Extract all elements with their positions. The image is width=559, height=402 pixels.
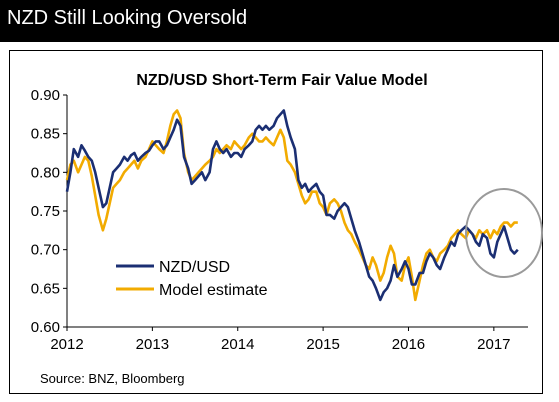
series-model-estimate-line: [65, 109, 518, 302]
legend-label: Model estimate: [159, 282, 268, 299]
x-tick-label: 2016: [392, 336, 425, 353]
series-nzd-usd-line: [65, 109, 519, 302]
y-tick-label: 0.80: [31, 164, 60, 181]
y-tick-label: 0.85: [31, 126, 60, 143]
x-tick-label: 2017: [477, 336, 510, 353]
source-note: Source: BNZ, Bloomberg: [40, 371, 185, 386]
y-tick-label: 0.75: [31, 203, 60, 220]
y-tick-label: 0.90: [31, 87, 60, 104]
x-tick-label: 2014: [221, 336, 254, 353]
x-tick-label: 2015: [306, 336, 339, 353]
page-title: NZD Still Looking Oversold: [7, 7, 248, 29]
legend: NZD/USD Model estimate: [116, 259, 268, 299]
y-tick-label: 0.70: [31, 242, 60, 259]
y-tick-label: 0.60: [31, 319, 60, 336]
highlight-circle: [465, 188, 543, 278]
x-tick-label: 2013: [136, 336, 169, 353]
chart-panel: [9, 50, 543, 394]
legend-label: NZD/USD: [159, 259, 230, 276]
series-layer: [65, 109, 519, 302]
y-tick-label: 0.65: [31, 280, 60, 297]
header-bar: NZD Still Looking Oversold: [0, 0, 559, 42]
chart-title: NZD/USD Short-Term Fair Value Model: [136, 72, 427, 89]
x-tick-label: 2012: [50, 336, 83, 353]
axes: 0.60 0.65 0.70 0.75 0.80 0.85 0.90 2012 2013 2014…: [31, 87, 528, 353]
